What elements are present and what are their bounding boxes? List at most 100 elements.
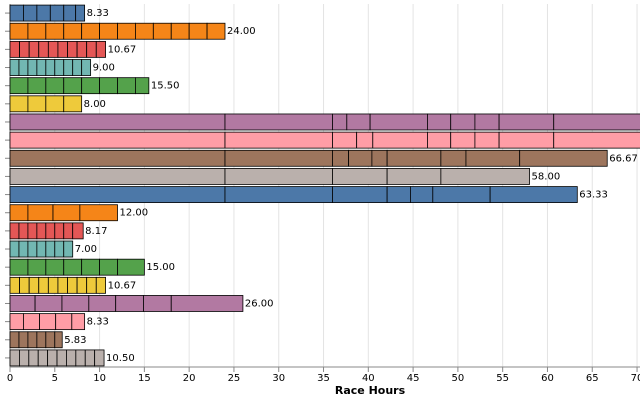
bar-segment — [81, 22, 100, 40]
bar-segment — [63, 222, 74, 240]
bar-segment — [45, 95, 65, 113]
bar-segment — [86, 276, 97, 294]
value-label: 8.33 — [87, 317, 109, 328]
bar-segment — [9, 95, 29, 113]
bar-segment — [45, 59, 56, 76]
bar-segment — [371, 149, 388, 167]
bar-segment — [76, 40, 88, 58]
bar-segment — [63, 77, 83, 95]
bar-segment — [9, 349, 20, 367]
value-label: 58.00 — [532, 171, 561, 182]
bar-segment — [56, 349, 67, 367]
bar-segment — [9, 22, 29, 40]
bar-segment — [224, 186, 333, 203]
value-label: 63.33 — [579, 190, 608, 201]
bar-segment — [348, 149, 373, 167]
bar-segment — [9, 204, 29, 222]
bar-segment — [369, 113, 428, 131]
bar-segment — [465, 149, 521, 167]
bar-segment — [188, 22, 208, 40]
bar-segment — [356, 131, 374, 149]
bar-segment — [28, 40, 40, 58]
x-tick-label: 45 — [407, 373, 420, 384]
bar-segment — [66, 349, 77, 367]
bar-segment — [27, 240, 38, 258]
value-label: 8.17 — [85, 226, 107, 237]
bar-segment — [9, 186, 226, 203]
bar-segment — [18, 240, 29, 258]
bar-segment — [27, 258, 47, 276]
bar-segment — [224, 149, 333, 167]
bar-segment — [95, 276, 106, 294]
bar-segment — [54, 240, 65, 258]
bar-segment — [224, 168, 333, 185]
bar-segment — [9, 331, 20, 349]
bar-segment — [498, 131, 555, 149]
bar-segment — [99, 77, 118, 95]
bar-segment — [19, 40, 30, 58]
value-label: 9.00 — [93, 63, 115, 74]
bar-segment — [45, 258, 65, 276]
bar-segment — [9, 240, 20, 258]
bar-segment — [27, 331, 38, 349]
bar-segment — [19, 349, 30, 367]
bar-segment — [18, 331, 29, 349]
bar-segment — [61, 295, 90, 312]
bar-segment — [39, 313, 57, 331]
bar-segment — [152, 22, 172, 40]
bar-segment — [67, 276, 78, 294]
x-tick-label: 25 — [228, 373, 241, 384]
bar-segment — [9, 77, 29, 95]
bar-segment — [115, 295, 144, 312]
bar-segment — [18, 59, 29, 76]
bar-segment — [63, 240, 74, 258]
x-tick-label: 40 — [362, 373, 375, 384]
bar-segment — [346, 113, 371, 131]
bar-segment — [489, 186, 578, 203]
bar-segment — [99, 258, 118, 276]
value-label: 24.00 — [227, 26, 256, 37]
value-label: 5.83 — [64, 335, 86, 346]
bar-segment — [18, 222, 29, 240]
bar-segment — [224, 131, 333, 149]
bar-segment — [38, 276, 49, 294]
bar-segment — [86, 40, 97, 58]
x-tick-label: 50 — [452, 373, 465, 384]
bar-segment — [54, 59, 65, 76]
x-tick-label: 20 — [183, 373, 196, 384]
bar-segment — [45, 240, 56, 258]
bar-segment — [386, 168, 442, 185]
bar-segment — [71, 313, 86, 331]
bar-segment — [63, 95, 83, 113]
bar-segment — [49, 4, 65, 22]
x-tick-label: 35 — [317, 373, 330, 384]
bar-segment — [81, 77, 100, 95]
bar-segment — [28, 276, 40, 294]
bar-segment — [88, 295, 117, 312]
bar-segment — [386, 149, 442, 167]
bar-segment — [519, 149, 608, 167]
bar-segment — [9, 168, 226, 185]
bar-segment — [117, 258, 145, 276]
bar-segment — [332, 113, 348, 131]
value-label: 10.67 — [108, 44, 137, 55]
bar-segment — [67, 40, 78, 58]
bar-segment — [57, 40, 68, 58]
bar-segment — [553, 131, 640, 149]
bar-segment — [9, 313, 24, 331]
bar-segment — [117, 22, 136, 40]
bar-segment — [143, 295, 172, 312]
bar-segment — [9, 131, 226, 149]
bar-segment — [410, 186, 434, 203]
bar-segment — [9, 149, 226, 167]
bar-segment — [34, 295, 63, 312]
bar-segment — [553, 113, 640, 131]
bar-segment — [170, 22, 190, 40]
x-tick-label: 30 — [272, 373, 285, 384]
bar-segment — [386, 186, 411, 203]
value-label: 15.50 — [151, 81, 180, 92]
bar-segment — [332, 186, 388, 203]
bar-segment — [498, 113, 555, 131]
